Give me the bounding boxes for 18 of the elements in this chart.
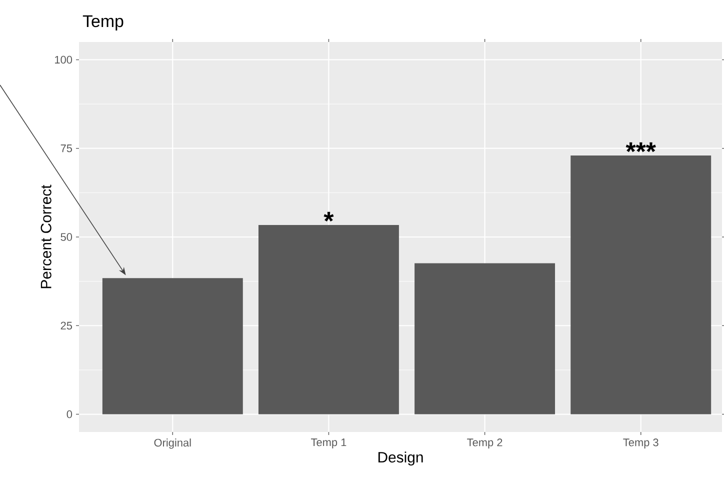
- y-axis-title: Percent Correct: [40, 184, 52, 288]
- y-tick-label: 0: [66, 410, 72, 418]
- bar: [570, 155, 712, 414]
- x-tick-label: Temp 3: [623, 438, 658, 448]
- x-tick-label: Original: [154, 438, 191, 449]
- bar: [102, 278, 243, 414]
- annotation: ***: [626, 142, 656, 152]
- y-tick-label: 50: [60, 233, 72, 241]
- y-tick-label: 100: [55, 56, 72, 64]
- bar: [414, 263, 556, 414]
- y-tick-label: 75: [60, 144, 72, 152]
- bar: [258, 224, 399, 414]
- y-tick-label: 25: [60, 322, 72, 330]
- annotation: *: [324, 212, 334, 222]
- x-tick-label: Temp 2: [467, 438, 502, 448]
- x-axis-title: Design: [378, 452, 423, 466]
- x-tick-label: Temp 1: [310, 438, 346, 448]
- chart-title: Temp: [82, 15, 124, 30]
